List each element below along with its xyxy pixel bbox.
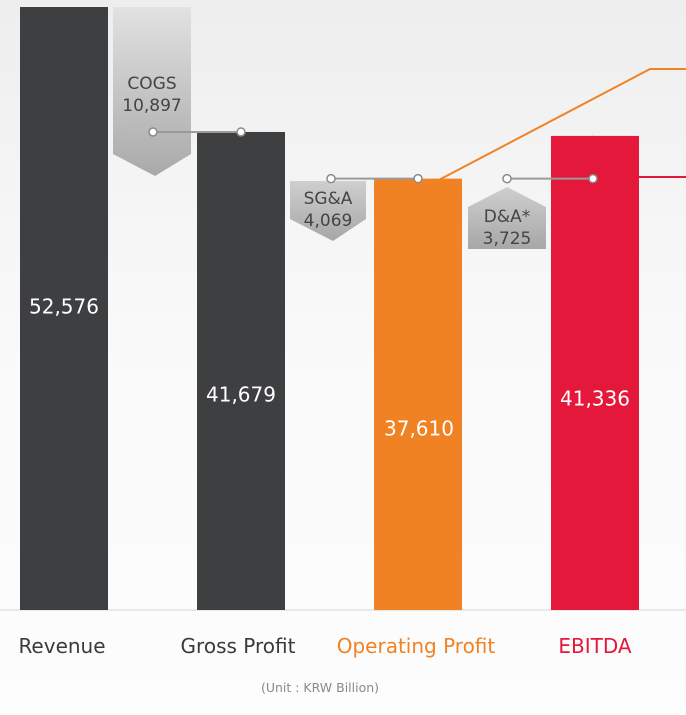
da-callout [468, 187, 546, 249]
bar-gross-profit [197, 131, 285, 610]
value-label-ebitda: 41,336 [560, 387, 630, 411]
unit-note: (Unit : KRW Billion) [260, 680, 380, 695]
cogs-callout [113, 7, 191, 176]
value-label-revenue: 52,576 [29, 295, 99, 319]
bar-revenue [20, 7, 108, 610]
sga-connector-dot-end [413, 173, 423, 184]
sga-callout-value: 4,069 [304, 211, 353, 231]
category-label-ebitda: EBITDA [558, 634, 632, 658]
value-label-operating-profit: 37,610 [384, 417, 454, 441]
cogs-callout-value: 10,897 [122, 96, 181, 116]
category-label-operating-profit: Operating Profit [336, 634, 496, 658]
da-callout-label: D&A* [484, 207, 530, 227]
sga-connector-dot-start [326, 173, 336, 184]
da-connector-dot-start [502, 173, 512, 184]
cogs-callout-label: COGS [127, 74, 176, 94]
da-callout-value: 3,725 [483, 229, 532, 249]
sga-callout [290, 181, 366, 241]
bar-operating-profit [374, 178, 462, 610]
operating-profit-connector [434, 68, 686, 184]
bar-ebitda [551, 135, 639, 610]
category-label-gross-profit: Gross Profit [180, 634, 296, 658]
sga-callout-label: SG&A [304, 189, 353, 209]
da-connector-dot-end [588, 173, 598, 184]
cogs-connector-dot-start [148, 127, 158, 137]
cogs-connector-dot-end [236, 127, 246, 137]
category-label-revenue: Revenue [18, 634, 106, 658]
value-label-gross-profit: 41,679 [206, 383, 276, 407]
